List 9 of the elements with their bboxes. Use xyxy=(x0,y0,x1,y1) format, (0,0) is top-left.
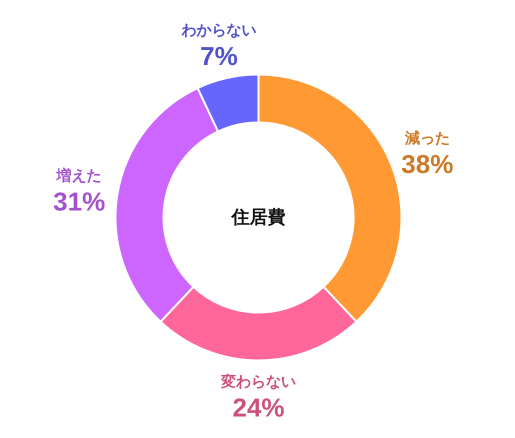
data-label: 38% xyxy=(401,148,454,179)
slice-label: 変わらない xyxy=(220,372,296,390)
data-label: 31% xyxy=(53,186,106,217)
slice-label: 増えた xyxy=(56,166,102,185)
slice-label: わからない xyxy=(180,20,256,39)
data-label: 24% xyxy=(232,392,285,422)
slice-label: 減った xyxy=(404,128,450,147)
text: 住居費 xyxy=(230,207,286,228)
data-label: 7% xyxy=(200,40,238,71)
